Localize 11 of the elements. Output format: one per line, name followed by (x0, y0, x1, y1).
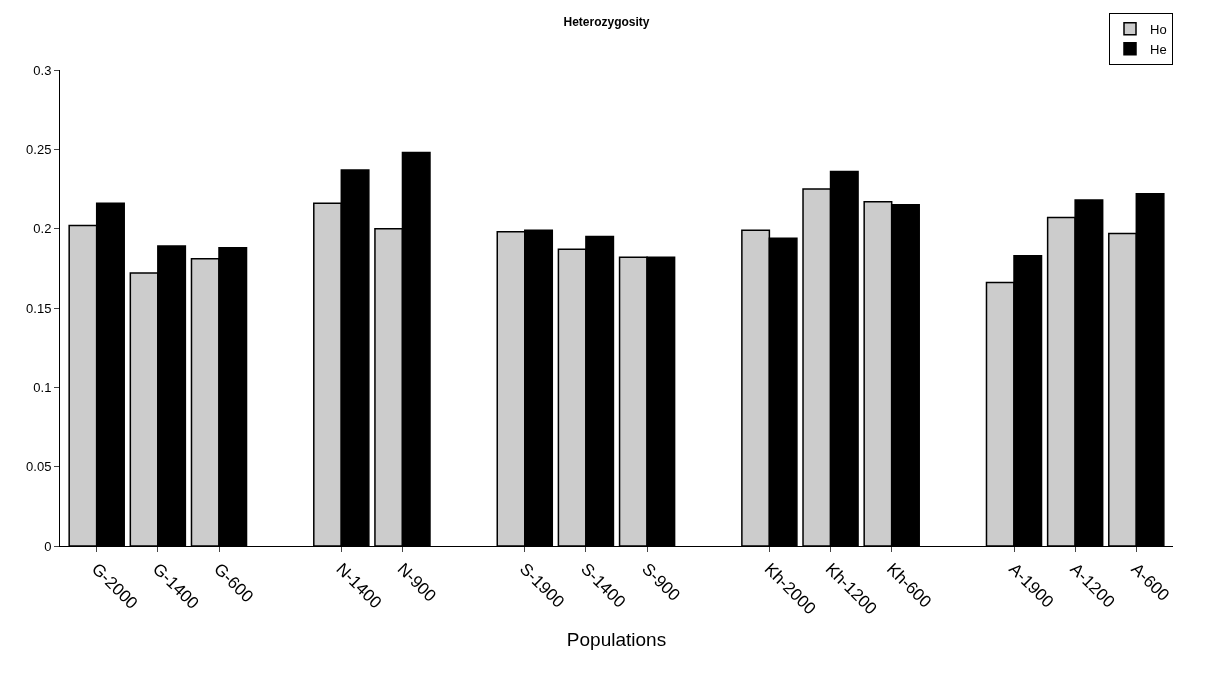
legend-label: Ho (1150, 21, 1167, 37)
y-tick-label: 0.05 (26, 459, 52, 475)
y-tick-label: 0.25 (26, 141, 52, 157)
y-tick-label: 0 (44, 538, 52, 554)
y-tick-label: 0.3 (33, 62, 52, 78)
y-tick-label: 0.2 (33, 221, 52, 237)
y-tick-label: 0.15 (26, 300, 52, 316)
y-tick-label: 0.1 (33, 379, 52, 395)
x-axis-title: Populations (566, 628, 667, 650)
chart-title: Heterozygosity (563, 14, 650, 29)
legend-label: He (1150, 41, 1167, 57)
